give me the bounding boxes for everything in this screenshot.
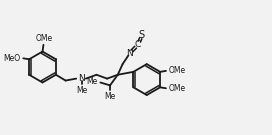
Text: S: S (139, 30, 145, 40)
Text: N: N (79, 74, 85, 83)
Text: MeO: MeO (3, 54, 20, 63)
Text: Me: Me (86, 77, 97, 86)
Text: OMe: OMe (169, 84, 186, 93)
Text: Me: Me (76, 86, 88, 95)
Text: C: C (135, 40, 141, 49)
Text: N: N (126, 49, 133, 58)
Text: OMe: OMe (169, 66, 186, 75)
Text: Me: Me (104, 92, 116, 101)
Text: OMe: OMe (36, 34, 53, 43)
